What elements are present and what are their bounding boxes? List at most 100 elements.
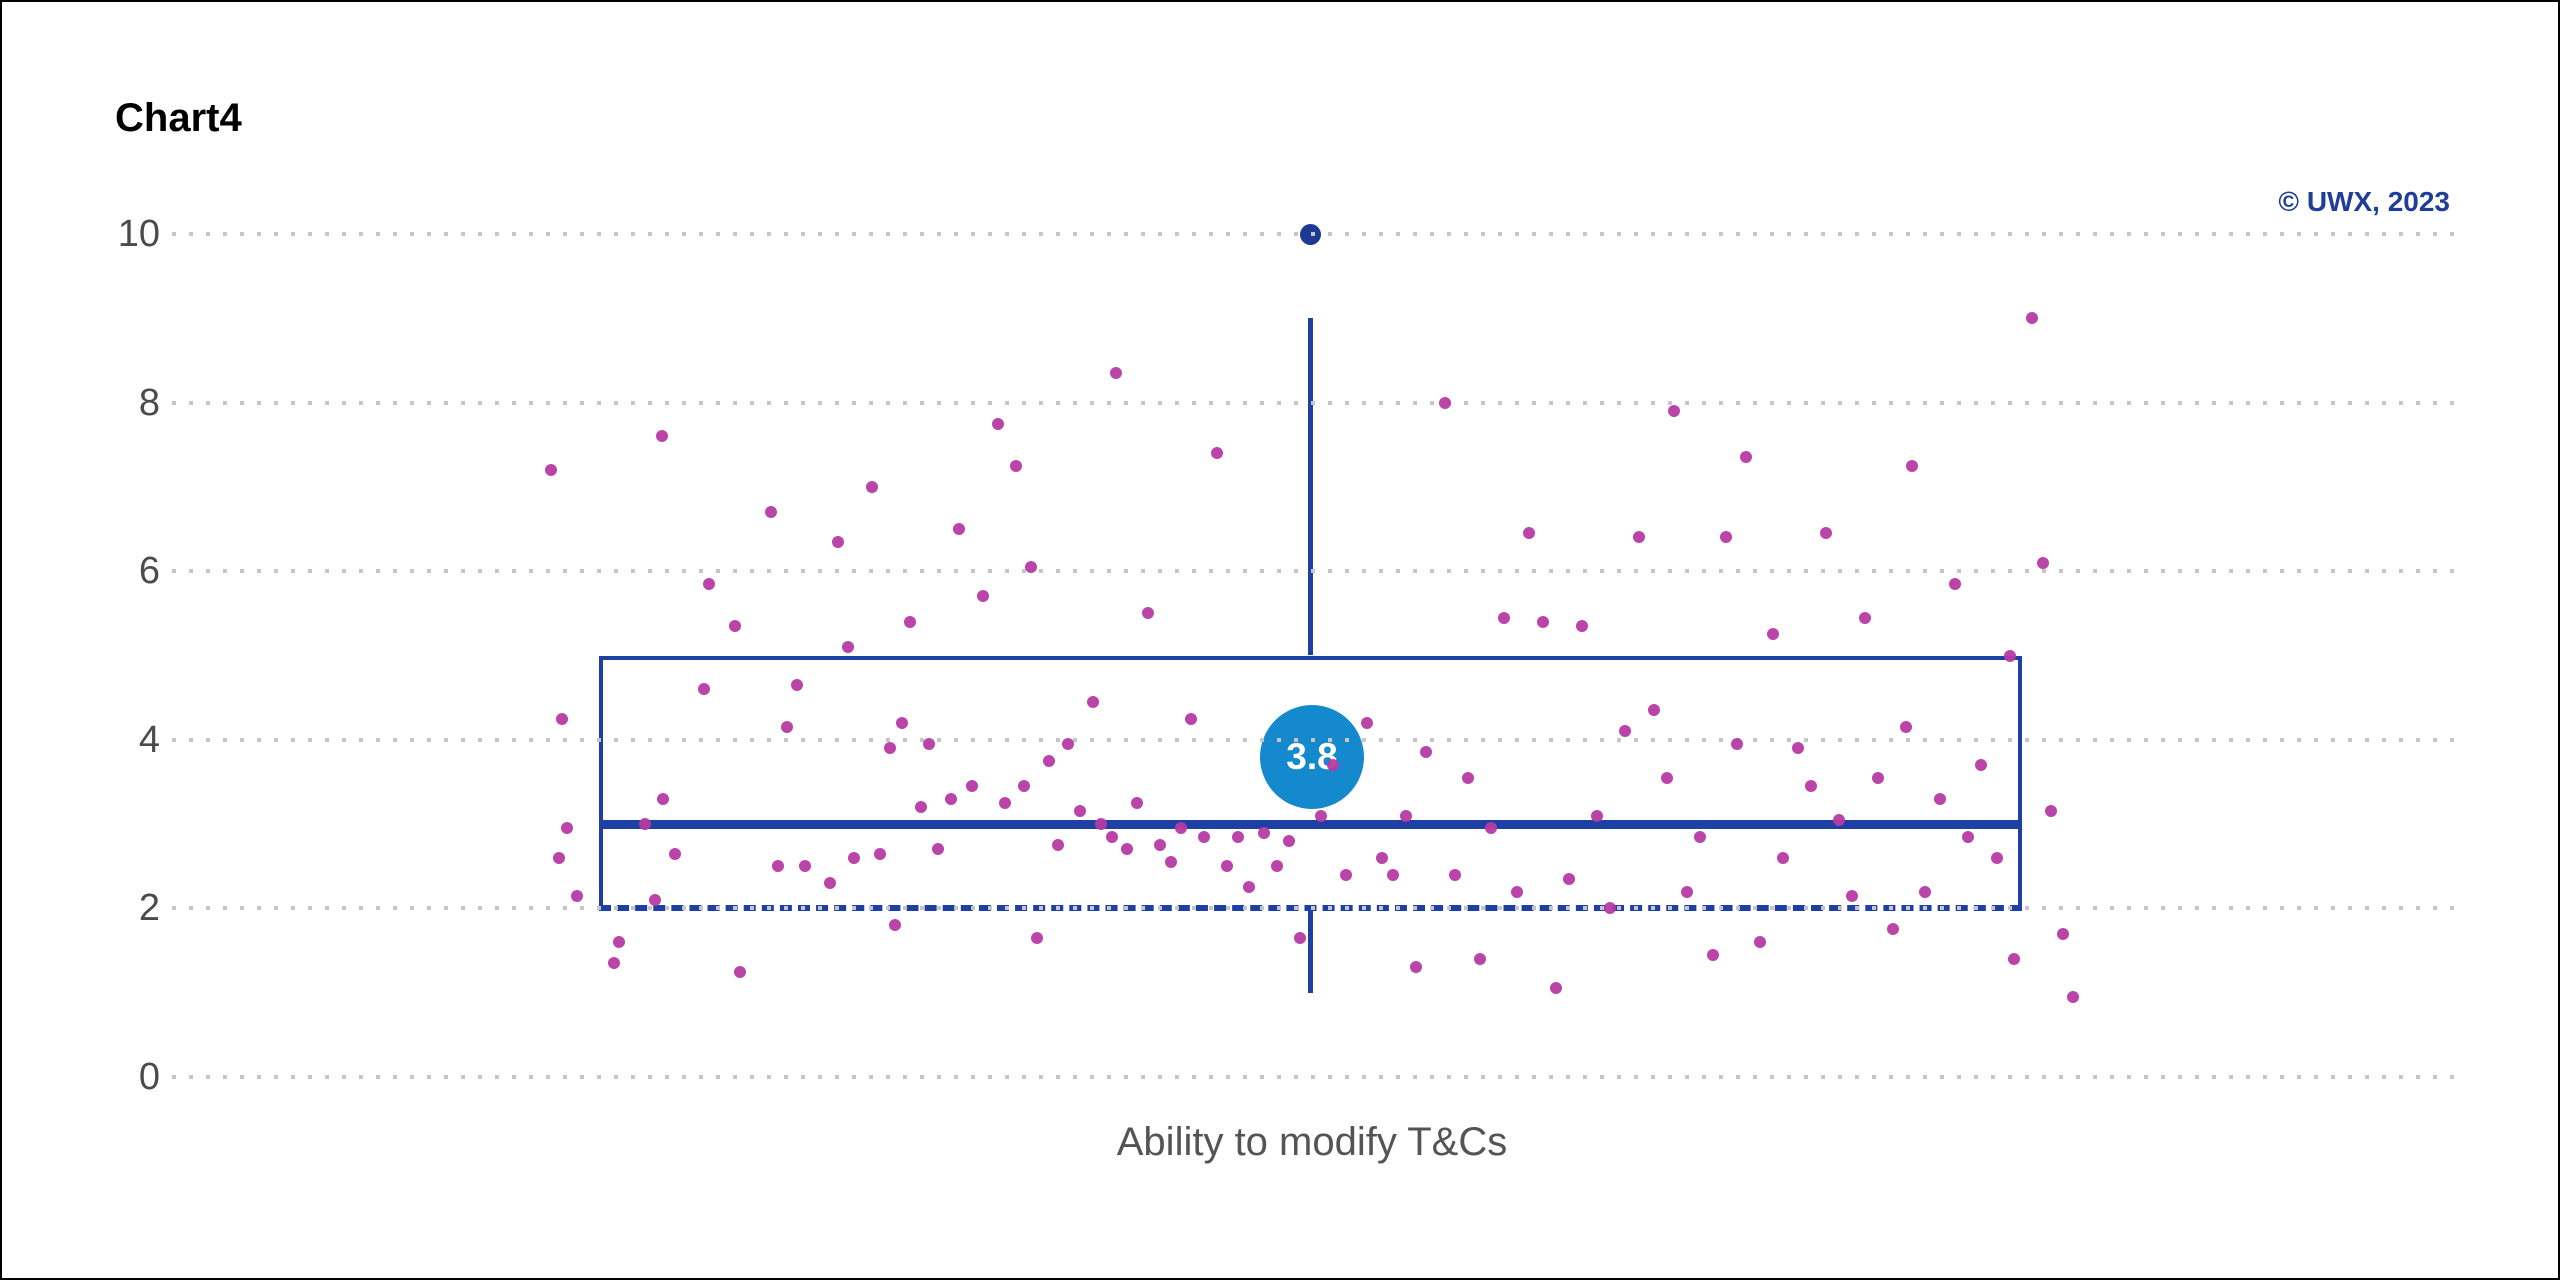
jitter-data-point[interactable] (884, 742, 896, 755)
jitter-data-point[interactable] (613, 936, 625, 949)
jitter-data-point[interactable] (1604, 902, 1616, 915)
jitter-data-point[interactable] (1498, 611, 1510, 624)
jitter-data-point[interactable] (1232, 830, 1244, 843)
jitter-data-point[interactable] (791, 679, 803, 691)
jitter-data-point[interactable] (772, 860, 784, 873)
jitter-data-point[interactable] (1887, 923, 1899, 936)
jitter-data-point[interactable] (1754, 936, 1766, 949)
jitter-data-point[interactable] (799, 860, 811, 873)
jitter-data-point[interactable] (2067, 990, 2079, 1003)
jitter-data-point[interactable] (1121, 843, 1133, 856)
jitter-data-point[interactable] (553, 851, 565, 864)
jitter-data-point[interactable] (1439, 396, 1451, 409)
jitter-data-point[interactable] (561, 822, 573, 835)
jitter-data-point[interactable] (1474, 952, 1486, 965)
jitter-data-point[interactable] (1846, 889, 1858, 902)
jitter-data-point[interactable] (1681, 885, 1693, 898)
jitter-data-point[interactable] (703, 577, 715, 590)
jitter-data-point[interactable] (1043, 754, 1055, 767)
jitter-data-point[interactable] (1767, 628, 1779, 641)
jitter-data-point[interactable] (1361, 716, 1373, 729)
jitter-data-point[interactable] (1949, 577, 1961, 590)
jitter-data-point[interactable] (1185, 712, 1197, 725)
boxplot-iqr-box[interactable] (599, 655, 2022, 909)
jitter-data-point[interactable] (1283, 834, 1295, 847)
jitter-data-point[interactable] (1648, 704, 1660, 717)
jitter-data-point[interactable] (1420, 746, 1432, 759)
jitter-data-point[interactable] (1859, 611, 1871, 624)
jitter-data-point[interactable] (1211, 447, 1223, 460)
jitter-data-point[interactable] (1243, 881, 1255, 894)
jitter-data-point[interactable] (1131, 797, 1143, 810)
jitter-data-point[interactable] (1707, 948, 1719, 961)
jitter-data-point[interactable] (1962, 830, 1974, 843)
jitter-data-point[interactable] (1198, 830, 1210, 843)
jitter-data-point[interactable] (1550, 982, 1562, 995)
jitter-data-point[interactable] (848, 851, 860, 864)
jitter-data-point[interactable] (1900, 721, 1912, 734)
jitter-data-point[interactable] (1095, 818, 1107, 831)
jitter-data-point[interactable] (1410, 961, 1422, 974)
jitter-data-point[interactable] (977, 590, 989, 603)
jitter-data-point[interactable] (698, 683, 710, 696)
jitter-data-point[interactable] (896, 716, 908, 729)
jitter-data-point[interactable] (1221, 860, 1233, 873)
jitter-data-point[interactable] (656, 430, 668, 443)
jitter-data-point[interactable] (657, 792, 669, 805)
jitter-data-point[interactable] (545, 464, 557, 477)
boxplot-median-line[interactable] (599, 820, 2022, 830)
jitter-data-point[interactable] (2004, 649, 2016, 662)
jitter-data-point[interactable] (1975, 759, 1987, 772)
jitter-data-point[interactable] (649, 893, 661, 906)
jitter-data-point[interactable] (1511, 885, 1523, 898)
jitter-data-point[interactable] (1087, 695, 1099, 708)
jitter-data-point[interactable] (1991, 851, 2003, 864)
jitter-data-point[interactable] (1340, 868, 1352, 881)
jitter-data-point[interactable] (904, 615, 916, 628)
jitter-data-point[interactable] (1919, 885, 1931, 898)
jitter-data-point[interactable] (1805, 780, 1817, 793)
mean-marker[interactable]: 3.8 (1260, 704, 1364, 809)
jitter-data-point[interactable] (781, 721, 793, 734)
jitter-data-point[interactable] (571, 889, 583, 902)
jitter-data-point[interactable] (874, 847, 886, 860)
jitter-data-point[interactable] (1110, 367, 1122, 380)
jitter-data-point[interactable] (1777, 851, 1789, 864)
jitter-data-point[interactable] (1563, 872, 1575, 885)
jitter-data-point[interactable] (1633, 531, 1645, 544)
jitter-data-point[interactable] (1387, 868, 1399, 881)
jitter-data-point[interactable] (966, 780, 978, 793)
jitter-data-point[interactable] (556, 712, 568, 725)
jitter-data-point[interactable] (1694, 830, 1706, 843)
jitter-data-point[interactable] (734, 965, 746, 978)
jitter-data-point[interactable] (1661, 771, 1673, 784)
jitter-data-point[interactable] (1294, 931, 1306, 944)
jitter-data-point[interactable] (932, 843, 944, 856)
jitter-data-point[interactable] (1376, 851, 1388, 864)
jitter-data-point[interactable] (1062, 738, 1074, 750)
jitter-data-point[interactable] (2026, 312, 2038, 325)
jitter-data-point[interactable] (1720, 531, 1732, 544)
jitter-data-point[interactable] (608, 957, 620, 970)
jitter-data-point[interactable] (1031, 931, 1043, 944)
jitter-data-point[interactable] (842, 641, 854, 654)
jitter-data-point[interactable] (915, 801, 927, 814)
jitter-data-point[interactable] (1731, 738, 1743, 750)
jitter-data-point[interactable] (729, 619, 741, 632)
jitter-data-point[interactable] (1591, 809, 1603, 822)
jitter-data-point[interactable] (923, 738, 935, 750)
jitter-data-point[interactable] (1449, 868, 1461, 881)
jitter-data-point[interactable] (1025, 560, 1037, 573)
jitter-data-point[interactable] (2057, 927, 2069, 940)
jitter-data-point[interactable] (1315, 809, 1327, 822)
jitter-data-point[interactable] (1820, 527, 1832, 540)
jitter-data-point[interactable] (765, 506, 777, 519)
jitter-data-point[interactable] (1485, 822, 1497, 835)
jitter-data-point[interactable] (1833, 813, 1845, 826)
jitter-data-point[interactable] (1052, 839, 1064, 852)
jitter-data-point[interactable] (1074, 805, 1086, 818)
jitter-data-point[interactable] (1872, 771, 1884, 784)
jitter-data-point[interactable] (669, 847, 681, 860)
jitter-data-point[interactable] (953, 523, 965, 536)
jitter-data-point[interactable] (832, 535, 844, 548)
